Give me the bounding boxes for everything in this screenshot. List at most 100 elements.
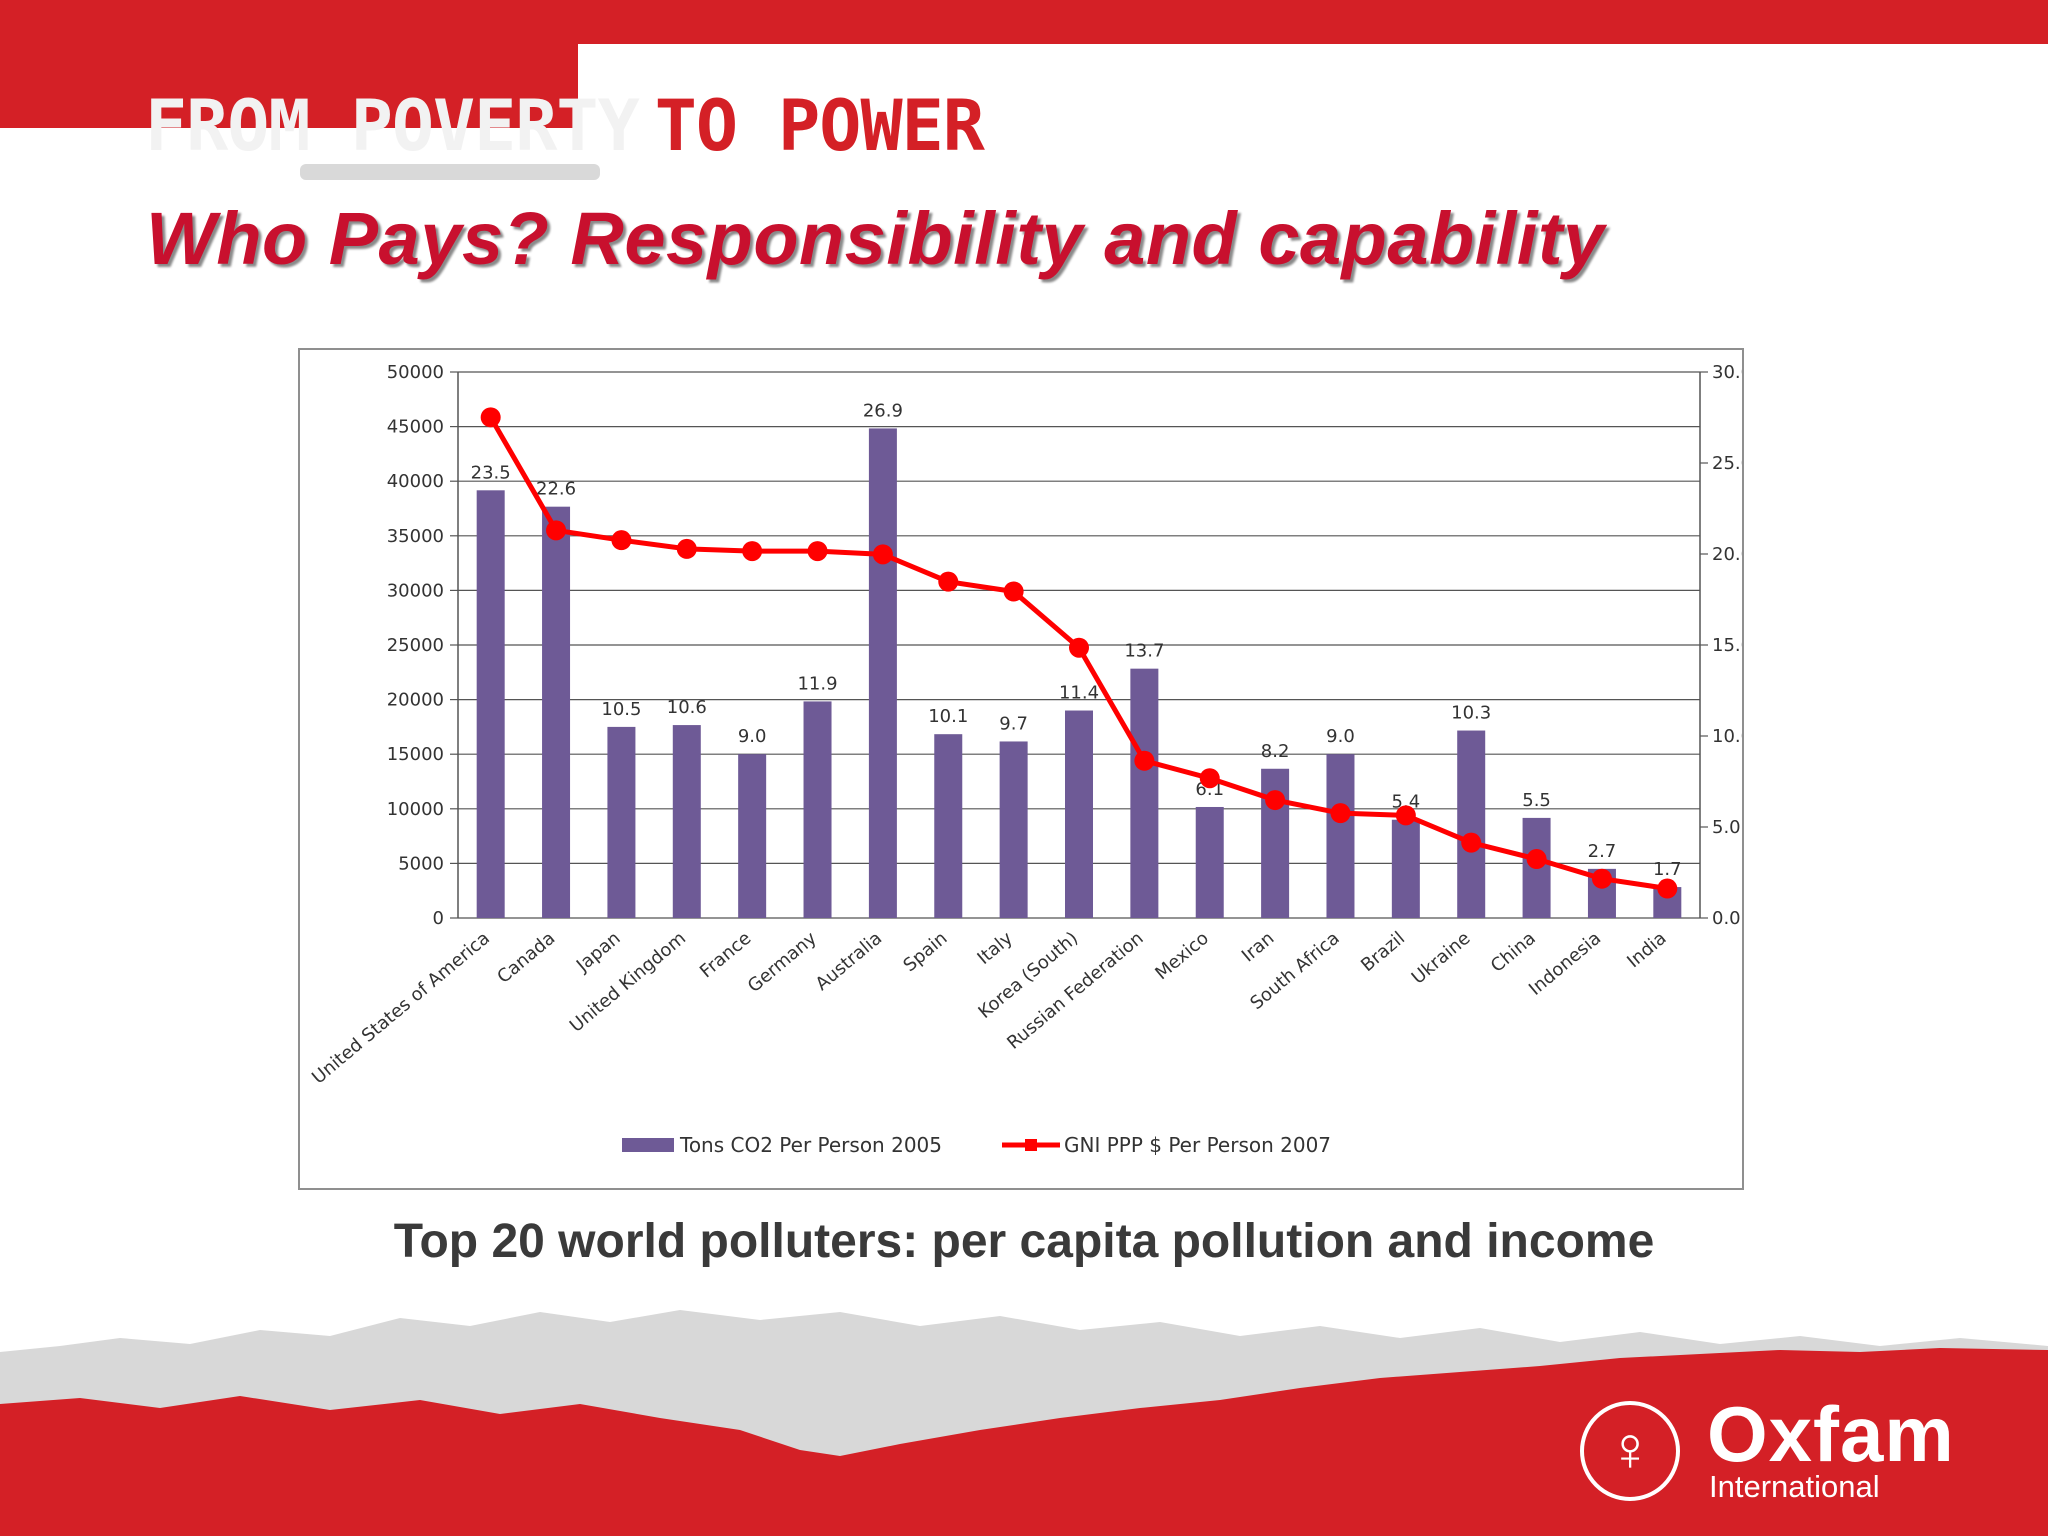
logo-name: Oxfam [1707, 1390, 1955, 1478]
bar-12 [1195, 806, 1224, 918]
bar-16 [1457, 730, 1486, 918]
gni-point [546, 520, 567, 541]
category-label: Iran [1238, 928, 1278, 967]
bar-7 [868, 428, 897, 918]
right-axis-tick-label: 0.0 [1712, 908, 1741, 929]
right-axis-tick-label: 20.0 [1712, 544, 1742, 565]
category-label: United Kingdom [566, 928, 690, 1037]
category-label: France [696, 928, 755, 983]
category-label: Spain [899, 928, 951, 976]
legend-label-bar: Tons CO2 Per Person 2005 [679, 1133, 942, 1157]
bar-1 [476, 490, 505, 918]
left-axis-tick-label: 30000 [387, 580, 444, 601]
legend-swatch-marker [1025, 1139, 1037, 1151]
right-axis-tick-label: 30.0 [1712, 362, 1742, 383]
category-label: Japan [572, 928, 625, 977]
gni-point [807, 541, 828, 562]
category-label: Ukraine [1408, 928, 1475, 989]
slide-title: Who Pays? Responsibility and capability [146, 197, 1605, 280]
category-label: Canada [493, 928, 559, 988]
logo-subtitle: International [1709, 1469, 1880, 1504]
left-axis-tick-label: 50000 [387, 362, 444, 383]
bar-data-label: 8.2 [1261, 741, 1290, 762]
chart-frame: 0 5000 10000 15000 20000 25000 30000 35000 40000… [298, 348, 1744, 1190]
bar-data-label: 9.7 [999, 713, 1028, 734]
bar-2 [542, 506, 571, 918]
banner-text-part2: TO POWER [654, 85, 985, 167]
right-axis-tick-label: 25.0 [1712, 453, 1742, 474]
oxfam-symbol-icon: ♀ [1580, 1401, 1680, 1501]
torn-paper-edge [300, 164, 600, 180]
banner-red-strip [0, 40, 578, 128]
left-axis-tick-label: 25000 [387, 635, 444, 656]
gni-point [1330, 803, 1351, 824]
bar-14 [1326, 754, 1355, 918]
bar-data-label: 9.0 [1326, 726, 1355, 747]
category-label: India [1623, 928, 1670, 972]
gni-point [1657, 878, 1678, 899]
gni-point [1003, 581, 1024, 602]
bar-data-label: 5.5 [1522, 790, 1551, 811]
left-axis-tick-label: 35000 [387, 526, 444, 547]
bar-3 [607, 726, 636, 918]
category-label: United States of America [308, 928, 494, 1089]
bar-data-label: 10.1 [928, 706, 968, 727]
bar-data-label: 26.9 [863, 400, 903, 421]
banner-text: FROM POVERTY TO POWER [145, 85, 985, 167]
bar-data-label: 23.5 [471, 462, 511, 483]
left-axis-tick-label: 20000 [387, 690, 444, 711]
bar-data-label: 22.6 [536, 479, 576, 500]
bar-10 [1065, 710, 1093, 918]
bar-data-label: 1.7 [1653, 859, 1682, 880]
chart-caption: Top 20 world polluters: per capita pollu… [393, 1215, 1655, 1268]
gni-point [1526, 849, 1547, 870]
category-label: Italy [973, 928, 1017, 969]
gni-point [480, 407, 501, 428]
legend-swatch-bar [622, 1138, 674, 1152]
category-label: Australia [812, 928, 886, 995]
bar-data-label: 11.4 [1059, 683, 1099, 704]
bar-data-label: 11.9 [797, 673, 837, 694]
gni-point [742, 541, 763, 562]
gni-point [1591, 868, 1612, 889]
banner-text-part1: FROM POVERTY [145, 85, 640, 167]
right-axis-tick-label: 5.0 [1712, 817, 1741, 838]
gni-point [1265, 790, 1286, 811]
left-axis-tick-label: 45000 [387, 417, 444, 438]
header-banner: FROM POVERTY TO POWER [0, 40, 990, 180]
bar-data-label: 9.0 [738, 726, 767, 747]
bar-4 [672, 725, 701, 918]
bar-data-label: 5.4 [1392, 792, 1421, 813]
gni-point [872, 544, 893, 565]
bar-data-label: 13.7 [1124, 641, 1164, 662]
left-axis-tick-label: 5000 [398, 853, 444, 874]
combo-chart: 0 5000 10000 15000 20000 25000 30000 35000 40000… [308, 362, 1742, 1157]
left-axis-tick-label: 0 [433, 908, 444, 929]
left-axis-tick-label: 40000 [387, 471, 444, 492]
bar-15 [1391, 819, 1420, 918]
category-label: Brazil [1357, 928, 1409, 976]
category-label: Mexico [1151, 928, 1213, 984]
right-axis-tick-label: 15.0 [1712, 635, 1742, 656]
bar-data-label: 10.6 [667, 697, 707, 718]
left-axis-tick-label: 10000 [387, 799, 444, 820]
bar-11 [1130, 668, 1159, 918]
bar-data-label: 10.3 [1451, 703, 1491, 724]
oxfam-logo: ♀ Oxfam International [1580, 1390, 2020, 1515]
gni-point [1069, 637, 1089, 658]
gni-point [611, 530, 632, 551]
category-label: Germany [744, 928, 821, 997]
category-label: Indonesia [1525, 928, 1605, 1000]
gni-point [1461, 832, 1482, 853]
gni-point [676, 538, 697, 559]
gni-point [1395, 805, 1416, 826]
gni-point [1134, 750, 1155, 771]
category-label: China [1487, 928, 1540, 977]
left-axis-tick-label: 15000 [387, 744, 444, 765]
legend-label-line: GNI PPP $ Per Person 2007 [1064, 1133, 1331, 1157]
bar-data-label: 10.5 [601, 699, 641, 720]
right-axis-tick-label: 10.0 [1712, 726, 1742, 747]
bar-8 [934, 734, 963, 918]
gni-point [1199, 768, 1220, 789]
bar-9 [999, 741, 1028, 918]
